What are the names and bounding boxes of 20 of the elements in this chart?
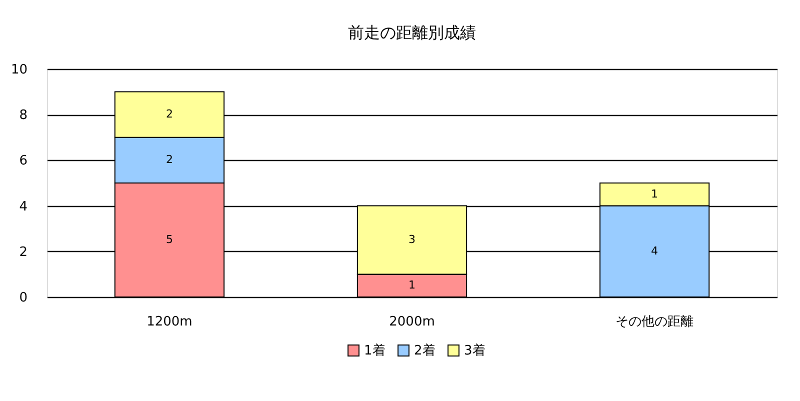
data-label: 2: [166, 108, 173, 121]
legend-label: 1着: [364, 342, 386, 359]
y-tick-label: 6: [19, 154, 28, 169]
data-label: 3: [408, 233, 416, 246]
legend-label: 3着: [464, 342, 486, 359]
y-tick-label: 0: [19, 290, 28, 306]
y-tick-label: 4: [19, 199, 28, 214]
data-label: 1: [408, 278, 416, 292]
y-tick-label: 2: [19, 244, 28, 260]
x-tick-label: 2000m: [389, 314, 435, 330]
x-tick-label: その他の距離: [616, 314, 694, 330]
data-label: 5: [166, 233, 173, 246]
legend-label: 2着: [414, 342, 436, 359]
y-tick-label: 8: [19, 108, 28, 124]
x-tick-label: 1200m: [146, 314, 192, 330]
data-label: 4: [651, 244, 658, 258]
data-label: 2: [166, 153, 173, 166]
y-tick-label: 10: [10, 62, 28, 78]
data-label: 1: [651, 187, 658, 200]
chart-title: 前走の距離別成績: [348, 23, 476, 42]
